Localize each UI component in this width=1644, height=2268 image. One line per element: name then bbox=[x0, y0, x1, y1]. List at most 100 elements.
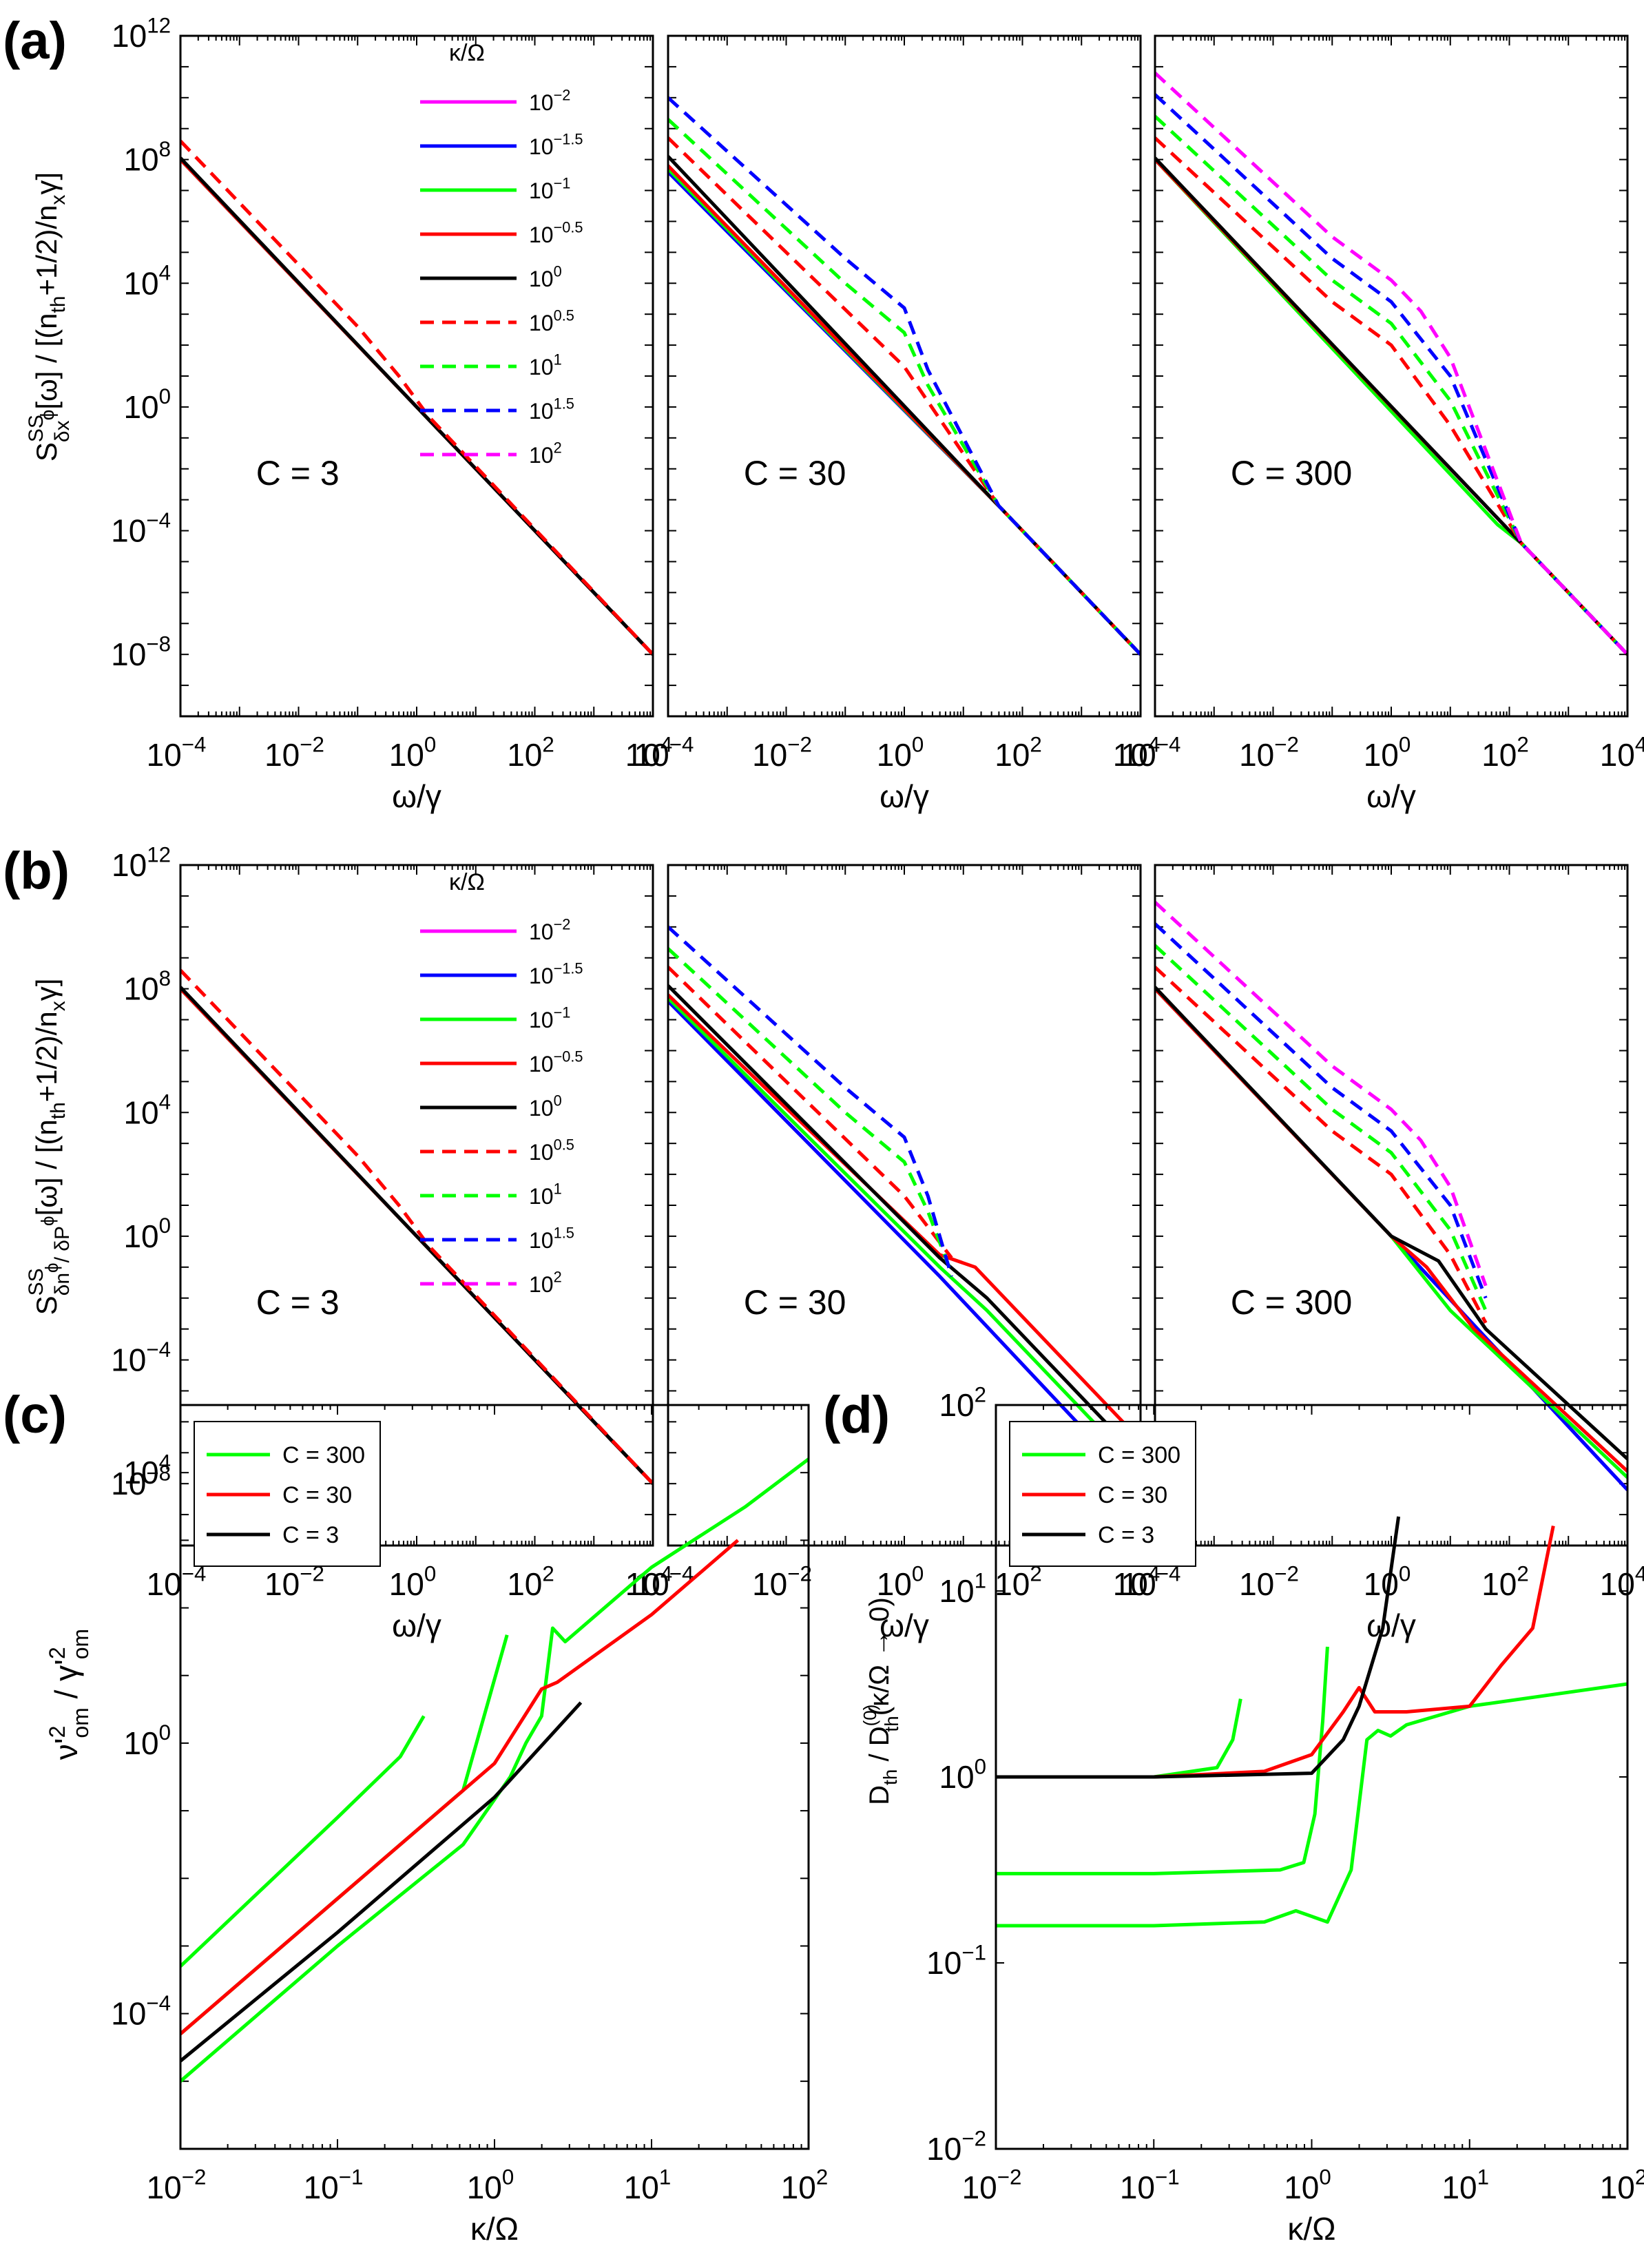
y-tick-label-exp: 1 bbox=[975, 1568, 986, 1592]
chart-a3-xlabel: ω/γ bbox=[1366, 778, 1416, 814]
series-line-10-0-5 bbox=[180, 139, 653, 656]
ylabel-b-mid: / δP bbox=[51, 1226, 74, 1262]
x-tick-label-exp: −1 bbox=[1155, 2165, 1180, 2189]
y-tick-label-exp: −4 bbox=[146, 1991, 171, 2015]
legend-label-base: 10 bbox=[529, 399, 554, 424]
x-tick-label-base: 10 bbox=[634, 737, 669, 773]
x-tick-label-base: 10 bbox=[1284, 2170, 1319, 2205]
series-line-10-1-5 bbox=[1155, 922, 1488, 1299]
x-tick-label-exp: 4 bbox=[1635, 1561, 1644, 1585]
chart-a1-xlabel: ω/γ bbox=[392, 778, 441, 814]
x-tick-label-base: 10 bbox=[264, 737, 300, 773]
y-tick-label-base: 10 bbox=[111, 513, 146, 549]
series-line-C-30 bbox=[996, 1526, 1555, 1779]
series-line-10-1 bbox=[1155, 114, 1627, 656]
y-tick-label-exp: 4 bbox=[159, 1450, 171, 1474]
y-tick-label-exp: −4 bbox=[146, 1338, 171, 1362]
y-tick-label-base: 10 bbox=[123, 1094, 158, 1130]
legend-label: 10−2 bbox=[529, 87, 570, 115]
legend-label-base: 10 bbox=[529, 964, 554, 988]
chart-b1: 10−4 10−2 100 102 10410−810−41001041081012ω/… bbox=[111, 842, 672, 1643]
y-tick-label: 10−8 bbox=[111, 1461, 171, 1501]
legend-label: 101 bbox=[529, 1180, 562, 1209]
chart-d-frame bbox=[995, 1404, 1629, 2150]
x-tick-label-exp: 0 bbox=[424, 732, 436, 756]
series-line-C-300-branch-3- bbox=[996, 1682, 1627, 1928]
y-tick-label: 10−8 bbox=[111, 632, 171, 672]
legend-label: 100.5 bbox=[529, 307, 574, 335]
legend-label: 101.5 bbox=[529, 395, 574, 424]
x-tick-label-base: 10 bbox=[147, 737, 182, 773]
legend-label-exp: 0.5 bbox=[554, 307, 574, 324]
legend-label-base: 10 bbox=[529, 443, 554, 468]
x-tick-label: 104 bbox=[1113, 732, 1161, 773]
legend-label-base: 10 bbox=[529, 1228, 554, 1253]
x-tick-label-base: 10 bbox=[634, 1566, 669, 1602]
x-tick-label: 10−2 bbox=[962, 2165, 1022, 2205]
legend-label: C = 300 bbox=[1098, 1442, 1180, 1468]
chart-b2-annotation: C = 30 bbox=[744, 1283, 846, 1322]
x-tick-label: 101 bbox=[624, 2165, 672, 2205]
chart-a1: 10−4 10−2 100 102 10410−810−41001041081012ω/… bbox=[111, 13, 672, 814]
legend-label-exp: −0.5 bbox=[554, 1048, 583, 1065]
x-tick-label-exp: 0 bbox=[1319, 2165, 1331, 2189]
x-tick-label-base: 10 bbox=[1239, 1566, 1274, 1602]
legend-label: 10−1.5 bbox=[529, 131, 583, 159]
legend-label: C = 3 bbox=[282, 1522, 339, 1548]
ylabel-b-main: S bbox=[30, 1296, 63, 1315]
legend-label-exp: 1 bbox=[554, 351, 562, 368]
ylabel-c: ν'2om / γ'2om bbox=[45, 1629, 93, 1760]
chart-a3-annotation: C = 300 bbox=[1231, 454, 1353, 492]
chart-a2-series bbox=[668, 96, 1141, 656]
series-line-C-3 bbox=[180, 1701, 583, 2063]
x-tick-label-base: 10 bbox=[1364, 1566, 1399, 1602]
legend-label-exp: −1.5 bbox=[554, 131, 583, 148]
chart-b3-annotation: C = 300 bbox=[1231, 1283, 1353, 1322]
x-tick-label-exp: 4 bbox=[660, 1561, 672, 1585]
chart-c-series bbox=[180, 1457, 809, 2083]
series-line-10-0-5 bbox=[668, 966, 953, 1259]
y-tick-label-exp: 12 bbox=[147, 842, 171, 866]
legend-label: 10−0.5 bbox=[529, 219, 583, 247]
chart-a3-series bbox=[1155, 72, 1627, 656]
ylabel-a-sup: SS bbox=[25, 415, 48, 442]
chart-b1-xlabel: ω/γ bbox=[392, 1608, 441, 1643]
y-tick-label-base: 10 bbox=[939, 1387, 974, 1423]
legend-label-exp: 0 bbox=[554, 1092, 562, 1110]
chart-a2-xlabel: ω/γ bbox=[880, 778, 929, 814]
x-tick-label-base: 10 bbox=[1113, 1566, 1148, 1602]
x-tick-label-base: 10 bbox=[147, 1566, 182, 1602]
x-tick-label-exp: 2 bbox=[1517, 1561, 1528, 1585]
legend-label: C = 3 bbox=[1098, 1522, 1154, 1548]
chart-c-frame bbox=[179, 1404, 810, 2150]
x-tick-label: 100 bbox=[1284, 2165, 1331, 2205]
series-line-10-1-5 bbox=[668, 999, 1141, 1491]
x-tick-label-base: 10 bbox=[995, 1566, 1030, 1602]
chart-a1-annotation: C = 3 bbox=[256, 454, 340, 492]
x-tick-label: 10−4 bbox=[634, 1561, 694, 1602]
ylabel-b: SSS δnϕ/ δPϕ[ω] / [(nth+1/2)/nxγ] bbox=[25, 979, 74, 1315]
legend-label-exp: −1 bbox=[554, 175, 571, 192]
x-tick-label-base: 10 bbox=[781, 2170, 816, 2205]
x-tick-label-exp: 0 bbox=[502, 2165, 514, 2189]
x-tick-label-base: 10 bbox=[625, 737, 660, 773]
y-tick-label-exp: 0 bbox=[159, 1214, 171, 1238]
x-tick-label-base: 10 bbox=[1442, 2170, 1477, 2205]
legend-label-base: 10 bbox=[529, 1272, 554, 1297]
x-tick-label-base: 10 bbox=[264, 1566, 300, 1602]
ylabel-a-sub3: x bbox=[47, 195, 70, 205]
x-tick-label-base: 10 bbox=[1600, 2170, 1635, 2205]
y-tick-label-base: 10 bbox=[111, 1342, 146, 1378]
x-tick-label-exp: 2 bbox=[1030, 732, 1041, 756]
chart-b2-series bbox=[668, 925, 1141, 1491]
series-line-C-300-branch-2- bbox=[996, 1646, 1329, 1875]
chart-d-series bbox=[996, 1516, 1627, 1928]
chart-a2-frame bbox=[667, 34, 1142, 718]
y-tick-label: 101 bbox=[939, 1568, 986, 1609]
legend-label-base: 10 bbox=[529, 355, 554, 379]
ylabel-d-sup0: (0) bbox=[860, 1705, 880, 1727]
y-tick-label-exp: 4 bbox=[159, 1090, 171, 1114]
x-tick-label: 102 bbox=[781, 2165, 829, 2205]
